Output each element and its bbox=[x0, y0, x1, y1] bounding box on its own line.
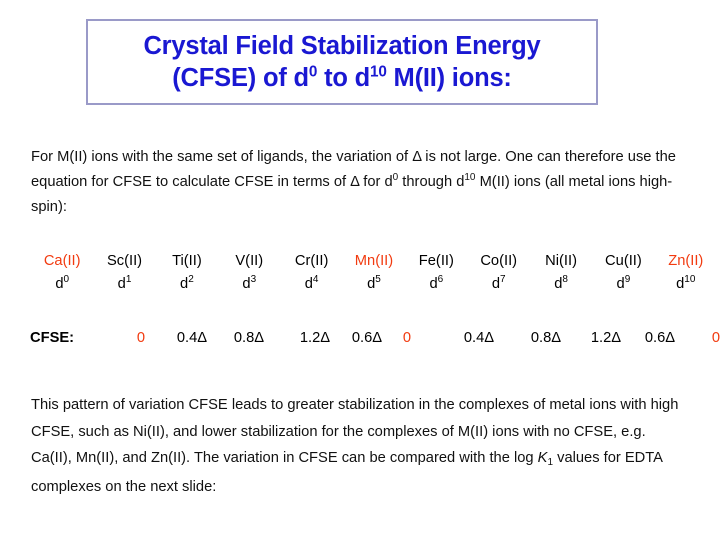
config-superscript: 2 bbox=[188, 274, 194, 286]
config-superscript: 1 bbox=[125, 274, 132, 286]
slide-title-box: Crystal Field Stabilization Energy (CFSE… bbox=[86, 19, 598, 105]
intro-text-part-3: M(II) ions (all metal ions high-spin): bbox=[31, 174, 673, 215]
slide-title-line-2-text-a: (CFSE) of d bbox=[172, 64, 309, 92]
cfse-value: 0.4Δ bbox=[176, 330, 208, 346]
ion-label-niii: Ni(II) bbox=[545, 253, 577, 269]
closing-text-part-1: This pattern of variation CFSE leads to … bbox=[31, 397, 679, 466]
config-superscript: 5 bbox=[375, 274, 381, 286]
ion-label-caii: Ca(II) bbox=[43, 253, 81, 269]
ion-label-tiii: Ti(II) bbox=[172, 253, 202, 269]
ion-label-coii: Co(II) bbox=[480, 253, 518, 269]
ion-name-row: Ca(II) Sc(II) Ti(II) V(II) Cr(II) Mn(II) Fe(II… bbox=[31, 251, 717, 272]
config-superscript: 0 bbox=[63, 274, 70, 286]
cfse-value: 1.2Δ bbox=[299, 330, 331, 346]
config-base: d bbox=[55, 276, 64, 292]
intro-text-part-1: For M(II) ions with the same set of liga… bbox=[31, 149, 676, 190]
config-superscript: 4 bbox=[312, 274, 319, 286]
slide-title-line-1: Crystal Field Stabilization Energy bbox=[143, 32, 541, 60]
config-superscript: 10 bbox=[684, 274, 696, 286]
k-symbol: K bbox=[537, 450, 548, 466]
ion-series-table: Ca(II) Sc(II) Ti(II) V(II) Cr(II) Mn(II) Fe(II… bbox=[31, 251, 717, 296]
intro-sup-d0: 0 bbox=[392, 172, 399, 184]
slide-title-line-2-text-b: to d bbox=[317, 64, 371, 92]
electron-configuration-d6: d6 bbox=[405, 272, 467, 296]
cfse-value: 0.6Δ bbox=[644, 330, 676, 346]
cfse-value-row: CFSE: 0 0.4Δ 0.8Δ 1.2Δ 0.6Δ 0 0.4Δ 0.8Δ 1.2Δ 0.6Δ… bbox=[30, 330, 720, 352]
config-base: d bbox=[304, 276, 313, 292]
k-subscript: 1 bbox=[547, 457, 554, 468]
config-base: d bbox=[367, 276, 376, 292]
electron-configuration-d1: d1 bbox=[93, 272, 155, 296]
config-superscript: 9 bbox=[624, 274, 631, 286]
cfse-value: 0.6Δ bbox=[351, 330, 383, 346]
config-base: d bbox=[180, 276, 189, 292]
config-base: d bbox=[429, 276, 438, 292]
ion-label-mnii: Mn(II) bbox=[354, 253, 394, 269]
electron-configuration-d0: d0 bbox=[31, 272, 93, 296]
ion-label-vii: V(II) bbox=[235, 253, 264, 269]
config-superscript: 6 bbox=[437, 274, 444, 286]
cfse-row-label: CFSE: bbox=[30, 330, 75, 346]
config-base: d bbox=[554, 276, 563, 292]
electron-configuration-d9: d9 bbox=[592, 272, 654, 296]
ion-label-znii: Zn(II) bbox=[668, 253, 704, 269]
config-base: d bbox=[242, 276, 251, 292]
cfse-value: 0 bbox=[711, 330, 720, 346]
ion-label-scii: Sc(II) bbox=[106, 253, 143, 269]
closing-paragraph: This pattern of variation CFSE leads to … bbox=[31, 392, 681, 500]
config-superscript: 7 bbox=[500, 274, 506, 286]
config-base: d bbox=[616, 276, 625, 292]
cfse-value: 0.4Δ bbox=[463, 330, 495, 346]
slide-title-line-2-text-c: M(II) ions: bbox=[386, 64, 512, 92]
config-superscript: 3 bbox=[250, 274, 257, 286]
electron-configuration-d8: d8 bbox=[530, 272, 592, 296]
config-base: d bbox=[117, 276, 126, 292]
cfse-value: 0.8Δ bbox=[530, 330, 562, 346]
electron-configuration-d2: d2 bbox=[156, 272, 218, 296]
ion-label-feii: Fe(II) bbox=[418, 253, 454, 269]
cfse-value: 0 bbox=[136, 330, 146, 346]
intro-paragraph: For M(II) ions with the same set of liga… bbox=[31, 145, 695, 220]
slide-title-sup-d10: 10 bbox=[370, 63, 387, 81]
intro-text-part-2: through d bbox=[398, 174, 465, 190]
cfse-value: 0.8Δ bbox=[233, 330, 265, 346]
config-base: d bbox=[491, 276, 500, 292]
ion-configuration-row: d0 d1 d2 d3 d4 d5 d6 d7 d8 d9 d10 bbox=[31, 272, 717, 296]
cfse-value: 1.2Δ bbox=[590, 330, 622, 346]
electron-configuration-d7: d7 bbox=[468, 272, 530, 296]
electron-configuration-d4: d4 bbox=[280, 272, 342, 296]
electron-configuration-d3: d3 bbox=[218, 272, 280, 296]
ion-label-cuii: Cu(II) bbox=[605, 253, 642, 269]
equilibrium-constant-symbol: K1 bbox=[537, 450, 554, 468]
config-superscript: 8 bbox=[562, 274, 568, 286]
electron-configuration-d5: d5 bbox=[343, 272, 405, 296]
electron-configuration-d10: d10 bbox=[655, 272, 717, 296]
config-base: d bbox=[676, 276, 685, 292]
slide-title-line-2: (CFSE) of d0 to d10 M(II) ions: bbox=[172, 62, 512, 94]
cfse-value: 0 bbox=[402, 330, 412, 346]
slide-title-sup-d0: 0 bbox=[308, 63, 318, 81]
intro-sup-d10: 10 bbox=[464, 172, 476, 184]
closing-text-part-2: values for EDTA complexes on the next sl… bbox=[31, 450, 663, 495]
ion-label-crii: Cr(II) bbox=[294, 253, 329, 269]
